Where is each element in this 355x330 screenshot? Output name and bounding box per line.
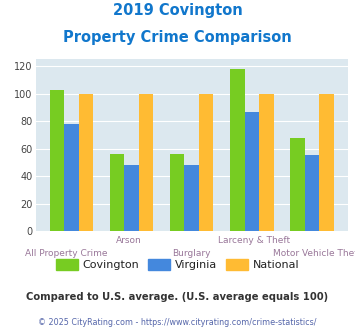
Bar: [64, 124, 78, 231]
Text: Arson: Arson: [116, 236, 142, 245]
Text: © 2025 CityRating.com - https://www.cityrating.com/crime-statistics/: © 2025 CityRating.com - https://www.city…: [38, 318, 317, 327]
Bar: [245, 112, 259, 231]
Text: Compared to U.S. average. (U.S. average equals 100): Compared to U.S. average. (U.S. average …: [26, 292, 329, 302]
Text: Property Crime Comparison: Property Crime Comparison: [63, 30, 292, 45]
Bar: [305, 155, 319, 231]
Bar: [139, 94, 153, 231]
Bar: [199, 94, 213, 231]
Bar: [110, 154, 124, 231]
Bar: [185, 165, 199, 231]
Text: Motor Vehicle Theft: Motor Vehicle Theft: [273, 249, 355, 258]
Bar: [78, 94, 93, 231]
Text: Burglary: Burglary: [173, 249, 211, 258]
Text: All Property Crime: All Property Crime: [26, 249, 108, 258]
Legend: Covington, Virginia, National: Covington, Virginia, National: [53, 255, 302, 273]
Bar: [124, 165, 139, 231]
Text: 2019 Covington: 2019 Covington: [113, 3, 242, 18]
Bar: [230, 69, 245, 231]
Bar: [259, 94, 274, 231]
Bar: [50, 90, 64, 231]
Bar: [170, 154, 185, 231]
Bar: [319, 94, 334, 231]
Text: Larceny & Theft: Larceny & Theft: [218, 236, 290, 245]
Bar: [290, 138, 305, 231]
